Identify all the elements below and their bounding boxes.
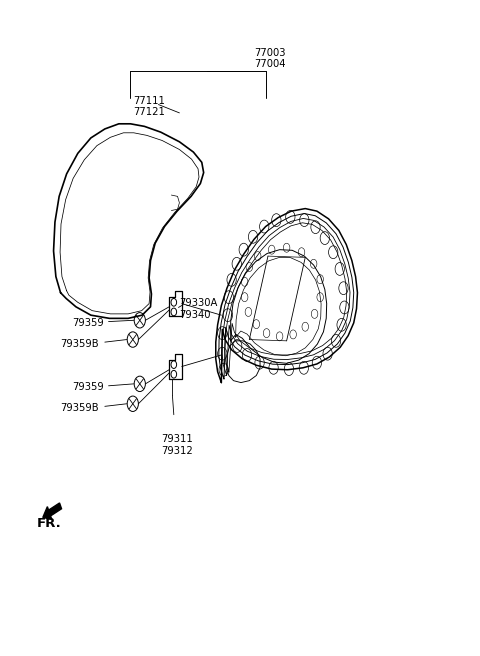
Text: FR.: FR.	[37, 518, 62, 530]
Text: 79330A
79340: 79330A 79340	[180, 298, 218, 319]
Text: 79359B: 79359B	[60, 403, 99, 413]
Text: 77111
77121: 77111 77121	[133, 96, 165, 117]
Text: 77003
77004: 77003 77004	[254, 47, 286, 69]
FancyArrow shape	[43, 503, 61, 520]
Text: 79311
79312: 79311 79312	[161, 434, 192, 456]
Text: 79359: 79359	[72, 318, 104, 328]
Text: 79359B: 79359B	[60, 339, 99, 349]
Text: 79359: 79359	[72, 382, 104, 392]
